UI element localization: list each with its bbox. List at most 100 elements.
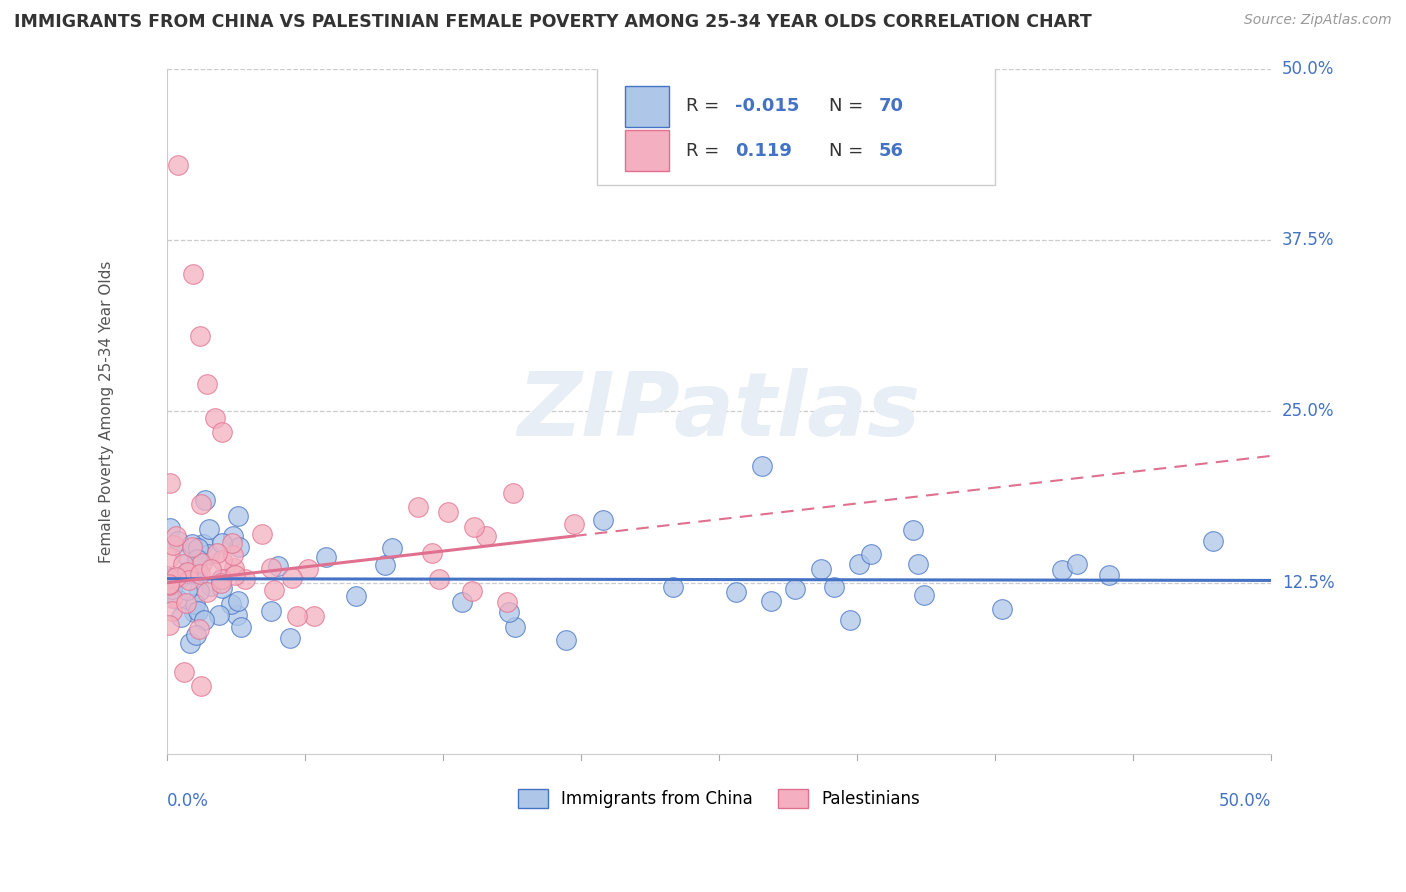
Text: N =: N =	[830, 97, 869, 115]
Point	[162, 571, 184, 585]
Point	[157, 578, 180, 592]
Point	[859, 547, 882, 561]
Point	[157, 577, 180, 591]
Point	[187, 604, 209, 618]
Text: 0.119: 0.119	[735, 142, 793, 160]
Point	[427, 573, 450, 587]
Point	[200, 562, 222, 576]
Point	[229, 620, 252, 634]
Point	[912, 588, 935, 602]
Point	[848, 557, 870, 571]
Point	[186, 566, 208, 580]
Point	[191, 536, 214, 550]
FancyBboxPatch shape	[598, 65, 995, 186]
Text: 70: 70	[879, 97, 904, 115]
Point	[211, 425, 233, 439]
Point	[901, 523, 924, 537]
Point	[759, 594, 782, 608]
Point	[751, 459, 773, 474]
Point	[1050, 563, 1073, 577]
Text: 0.0%: 0.0%	[167, 792, 208, 810]
Point	[177, 566, 200, 581]
Point	[838, 613, 860, 627]
Point	[211, 581, 233, 595]
Point	[450, 594, 472, 608]
Text: -0.015: -0.015	[735, 97, 800, 115]
Point	[188, 329, 211, 343]
Point	[187, 622, 209, 636]
Point	[160, 604, 183, 618]
Point	[281, 571, 304, 585]
Point	[174, 596, 197, 610]
Point	[162, 591, 184, 605]
Point	[297, 561, 319, 575]
Point	[280, 632, 302, 646]
Text: R =: R =	[686, 97, 724, 115]
Text: 37.5%: 37.5%	[1282, 231, 1334, 249]
Point	[260, 560, 283, 574]
Point	[157, 618, 180, 632]
FancyBboxPatch shape	[626, 86, 669, 127]
Point	[810, 562, 832, 576]
Point	[167, 533, 190, 548]
Point	[226, 508, 249, 523]
Point	[166, 158, 188, 172]
Point	[174, 547, 197, 561]
Point	[260, 604, 283, 618]
Text: ZIPatlas: ZIPatlas	[517, 368, 921, 455]
Point	[176, 583, 198, 598]
Point	[233, 573, 256, 587]
Point	[285, 609, 308, 624]
Point	[208, 608, 231, 623]
Point	[166, 592, 188, 607]
Point	[180, 537, 202, 551]
Point	[173, 665, 195, 679]
Point	[1097, 568, 1119, 582]
Point	[187, 541, 209, 555]
Point	[159, 571, 181, 585]
Point	[437, 505, 460, 519]
Point	[165, 529, 187, 543]
Point	[502, 486, 524, 500]
Point	[180, 541, 202, 555]
Point	[159, 521, 181, 535]
Point	[783, 582, 806, 596]
Point	[221, 536, 243, 550]
Point	[177, 566, 200, 581]
Point	[724, 584, 747, 599]
Point	[174, 566, 197, 581]
Point	[495, 595, 517, 609]
Point	[184, 597, 207, 611]
Point	[228, 541, 250, 555]
Point	[200, 579, 222, 593]
Point	[211, 572, 233, 586]
Point	[176, 565, 198, 579]
Point	[463, 519, 485, 533]
Text: 12.5%: 12.5%	[1282, 574, 1334, 591]
Text: N =: N =	[830, 142, 869, 160]
Point	[165, 570, 187, 584]
Point	[211, 536, 233, 550]
Point	[159, 550, 181, 565]
Point	[177, 573, 200, 587]
Point	[186, 552, 208, 566]
Point	[179, 636, 201, 650]
Point	[498, 605, 520, 619]
Point	[1066, 558, 1088, 572]
Point	[222, 561, 245, 575]
Point	[562, 516, 585, 531]
Point	[170, 610, 193, 624]
Point	[205, 546, 228, 560]
Point	[315, 550, 337, 565]
Point	[204, 411, 226, 425]
Point	[302, 609, 325, 624]
Point	[226, 594, 249, 608]
Text: R =: R =	[686, 142, 724, 160]
Point	[181, 267, 204, 281]
Point	[190, 556, 212, 570]
Point	[211, 553, 233, 567]
Text: 56: 56	[879, 142, 904, 160]
Point	[461, 584, 484, 599]
Point	[1202, 534, 1225, 549]
Point	[197, 522, 219, 536]
